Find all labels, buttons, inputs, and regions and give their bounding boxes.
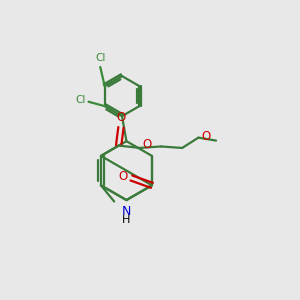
Text: O: O	[143, 139, 152, 152]
Text: N: N	[122, 206, 131, 218]
Text: O: O	[201, 130, 211, 143]
Text: Cl: Cl	[75, 95, 85, 105]
Text: Cl: Cl	[95, 53, 106, 63]
Text: O: O	[116, 111, 126, 124]
Text: O: O	[118, 170, 128, 183]
Text: H: H	[122, 215, 130, 225]
